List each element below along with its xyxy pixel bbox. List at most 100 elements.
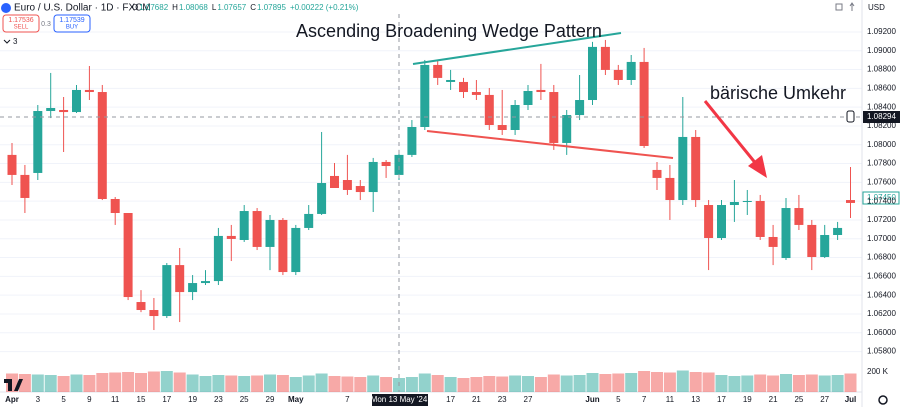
symbol-title[interactable]: Euro / U.S. Dollar · 1D · FXCM bbox=[14, 3, 151, 14]
x-tick-label: 13 bbox=[691, 395, 700, 404]
volume-bar bbox=[509, 375, 522, 392]
arrange-icon[interactable] bbox=[849, 2, 855, 11]
candle-body bbox=[278, 219, 288, 273]
volume-bar bbox=[405, 377, 418, 392]
crosshair-date-box bbox=[372, 394, 428, 406]
candle-body bbox=[239, 211, 249, 240]
volume-bar bbox=[31, 374, 44, 392]
legend-value: 1.08068 bbox=[179, 3, 208, 12]
volume-bar bbox=[367, 375, 380, 392]
buy-button[interactable] bbox=[53, 14, 91, 33]
candle-body bbox=[123, 213, 133, 298]
volume-bar bbox=[83, 375, 96, 392]
candle-body bbox=[742, 200, 752, 203]
candle-body bbox=[846, 200, 855, 203]
y-tick-label: 1.07200 bbox=[867, 215, 896, 224]
tv-logo[interactable] bbox=[4, 379, 23, 391]
x-tick-label: 25 bbox=[794, 395, 803, 404]
crosshair-plus[interactable] bbox=[846, 110, 855, 123]
volume-bar bbox=[663, 372, 676, 392]
candle-body bbox=[342, 180, 352, 190]
candle-body bbox=[484, 94, 494, 126]
volume-bar bbox=[805, 374, 818, 392]
volume-bar bbox=[238, 376, 251, 392]
candle-body bbox=[72, 89, 81, 113]
x-tick-label: 3 bbox=[36, 395, 41, 404]
x-tick-label: 5 bbox=[61, 395, 66, 404]
y-tick-label: 1.09000 bbox=[867, 46, 896, 55]
legend-key: L bbox=[212, 3, 217, 12]
y-tick-label: 1.08000 bbox=[867, 140, 896, 149]
y-tick-label: 1.07600 bbox=[867, 177, 896, 186]
volume-bar bbox=[792, 375, 805, 392]
candle-body bbox=[394, 154, 404, 175]
candle-body bbox=[678, 136, 688, 201]
volume-bar bbox=[831, 375, 844, 392]
x-tick-label: 7 bbox=[345, 395, 350, 404]
volume-bar bbox=[173, 372, 186, 392]
volume-bar bbox=[780, 374, 792, 392]
volume-bar bbox=[44, 375, 57, 392]
volume-bar bbox=[122, 372, 135, 392]
volume-pane bbox=[6, 370, 857, 392]
indicators-toggle[interactable] bbox=[3, 39, 11, 44]
candle-body bbox=[613, 69, 623, 80]
y-tick-label: 1.06200 bbox=[867, 309, 896, 318]
y-tick-label: 1.07000 bbox=[867, 234, 896, 243]
x-tick-label: 17 bbox=[162, 395, 171, 404]
candle-body bbox=[833, 227, 843, 236]
x-tick-label: Jul bbox=[845, 395, 857, 404]
x-tick-label: 23 bbox=[214, 395, 223, 404]
candle-body bbox=[588, 46, 597, 101]
window-icon[interactable] bbox=[835, 3, 843, 11]
candle-body bbox=[304, 213, 314, 228]
volume-bar bbox=[380, 377, 393, 392]
x-tick-label: 7 bbox=[642, 395, 647, 404]
volume-bar bbox=[109, 372, 122, 392]
y-tick-label: 1.06800 bbox=[867, 253, 896, 262]
x-tick-label: 17 bbox=[717, 395, 726, 404]
candle-body bbox=[188, 283, 198, 293]
x-tick-label: 27 bbox=[524, 395, 533, 404]
volume-bar bbox=[354, 377, 367, 392]
legend-value: 1.07682 bbox=[139, 3, 168, 12]
volume-bar bbox=[147, 371, 160, 392]
buy-price: 1.17539 bbox=[59, 17, 84, 24]
candle-body bbox=[626, 61, 636, 80]
y-tick-label: 1.07400 bbox=[867, 196, 896, 205]
volume-bar bbox=[328, 376, 341, 392]
x-tick-label: 21 bbox=[769, 395, 778, 404]
volume-bar bbox=[457, 378, 470, 392]
legend-key: H bbox=[172, 3, 178, 12]
candle-body bbox=[149, 310, 159, 317]
settings-icon[interactable] bbox=[878, 395, 888, 405]
grid bbox=[0, 31, 862, 353]
volume-bar bbox=[625, 373, 638, 392]
volume-bar bbox=[612, 373, 625, 392]
candle-body bbox=[471, 92, 481, 95]
candle-body bbox=[420, 64, 430, 127]
volume-bar bbox=[315, 373, 328, 392]
y-tick-label: 1.05800 bbox=[867, 347, 896, 356]
sell-button[interactable] bbox=[2, 14, 40, 33]
candle-body bbox=[110, 198, 120, 214]
currency[interactable]: USD bbox=[868, 3, 885, 12]
volume-bar bbox=[689, 372, 702, 392]
volume-bar bbox=[135, 373, 147, 392]
legend-key: O bbox=[132, 3, 138, 12]
candle-body bbox=[97, 92, 107, 199]
candle-body bbox=[652, 169, 662, 178]
candle-body bbox=[175, 265, 185, 293]
volume-bar bbox=[522, 376, 534, 392]
volume-bar bbox=[599, 374, 612, 392]
crosshair-date: Mon 13 May '24 bbox=[371, 395, 428, 404]
volume-bar bbox=[560, 375, 573, 392]
volume-bar bbox=[534, 377, 547, 392]
volume-bar bbox=[573, 375, 586, 392]
ohlc-legend: O 1.07682 H 1.08068 L 1.07657 C 1.07895 +0.00222… bbox=[132, 3, 359, 12]
y-tick-label: 1.08800 bbox=[867, 65, 896, 74]
volume-bar bbox=[754, 374, 767, 392]
candle-body bbox=[523, 90, 533, 105]
x-tick-label: May bbox=[288, 395, 304, 404]
volume-bar bbox=[741, 375, 754, 392]
